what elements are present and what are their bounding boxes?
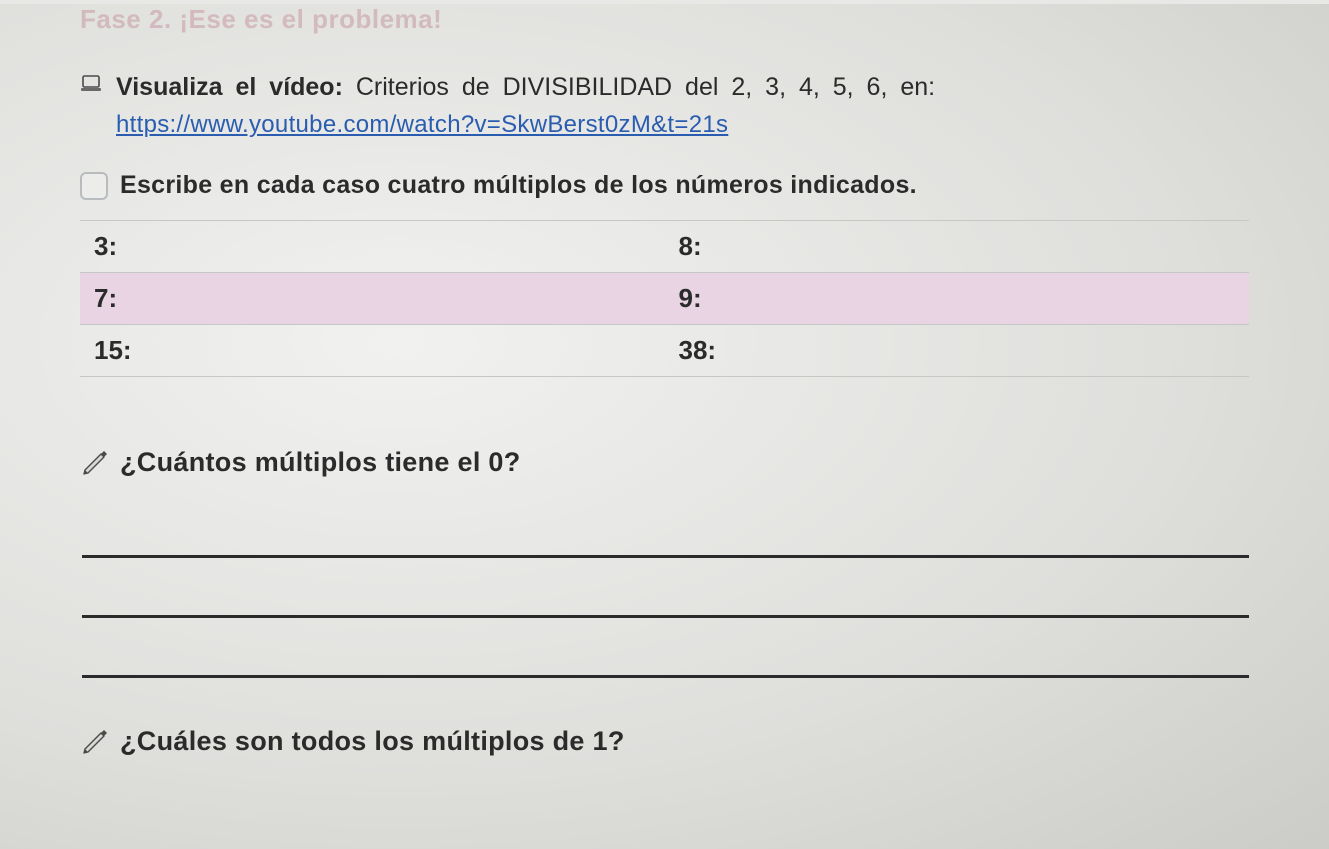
instruction-text: Escribe en cada caso cuatro múltiplos de… xyxy=(120,171,917,200)
question2-row: ¿Cuáles son todos los múltiplos de 1? xyxy=(80,726,1249,757)
video-link[interactable]: https://www.youtube.com/watch?v=SkwBerst… xyxy=(116,111,1249,139)
table-row: 7:9: xyxy=(80,273,1249,325)
table-cell: 38: xyxy=(665,325,1250,377)
multiples-table: 3:8:7:9:15:38: xyxy=(80,220,1249,377)
pencil-icon xyxy=(80,448,110,478)
checkbox-icon xyxy=(80,172,108,200)
question1-row: ¿Cuántos múltiplos tiene el 0? xyxy=(80,447,1249,478)
video-rest: Criterios de DIVISIBILIDAD del 2, 3, 4, … xyxy=(343,73,935,101)
table-cell: 8: xyxy=(665,221,1250,273)
table-cell: 9: xyxy=(665,273,1250,325)
laptop-icon xyxy=(80,75,102,93)
question1-text: ¿Cuántos múltiplos tiene el 0? xyxy=(120,447,521,478)
table-row: 3:8: xyxy=(80,221,1249,273)
phase-title: Fase 2. ¡Ese es el problema! xyxy=(80,4,1249,35)
answer-line xyxy=(82,518,1249,558)
table-cell: 3: xyxy=(80,221,665,273)
video-instruction: Visualiza el vídeo: Criterios de DIVISIB… xyxy=(80,69,1249,105)
answer-line xyxy=(82,578,1249,618)
table-cell: 7: xyxy=(80,273,665,325)
answer-line xyxy=(82,638,1249,678)
table-row: 15:38: xyxy=(80,325,1249,377)
pencil-icon xyxy=(80,727,110,757)
table-cell: 15: xyxy=(80,325,665,377)
video-prefix: Visualiza el vídeo: xyxy=(116,73,343,101)
instruction-row: Escribe en cada caso cuatro múltiplos de… xyxy=(80,171,1249,200)
question2-text: ¿Cuáles son todos los múltiplos de 1? xyxy=(120,726,625,757)
answer-lines-q1 xyxy=(82,518,1249,678)
video-text: Visualiza el vídeo: Criterios de DIVISIB… xyxy=(116,69,935,105)
